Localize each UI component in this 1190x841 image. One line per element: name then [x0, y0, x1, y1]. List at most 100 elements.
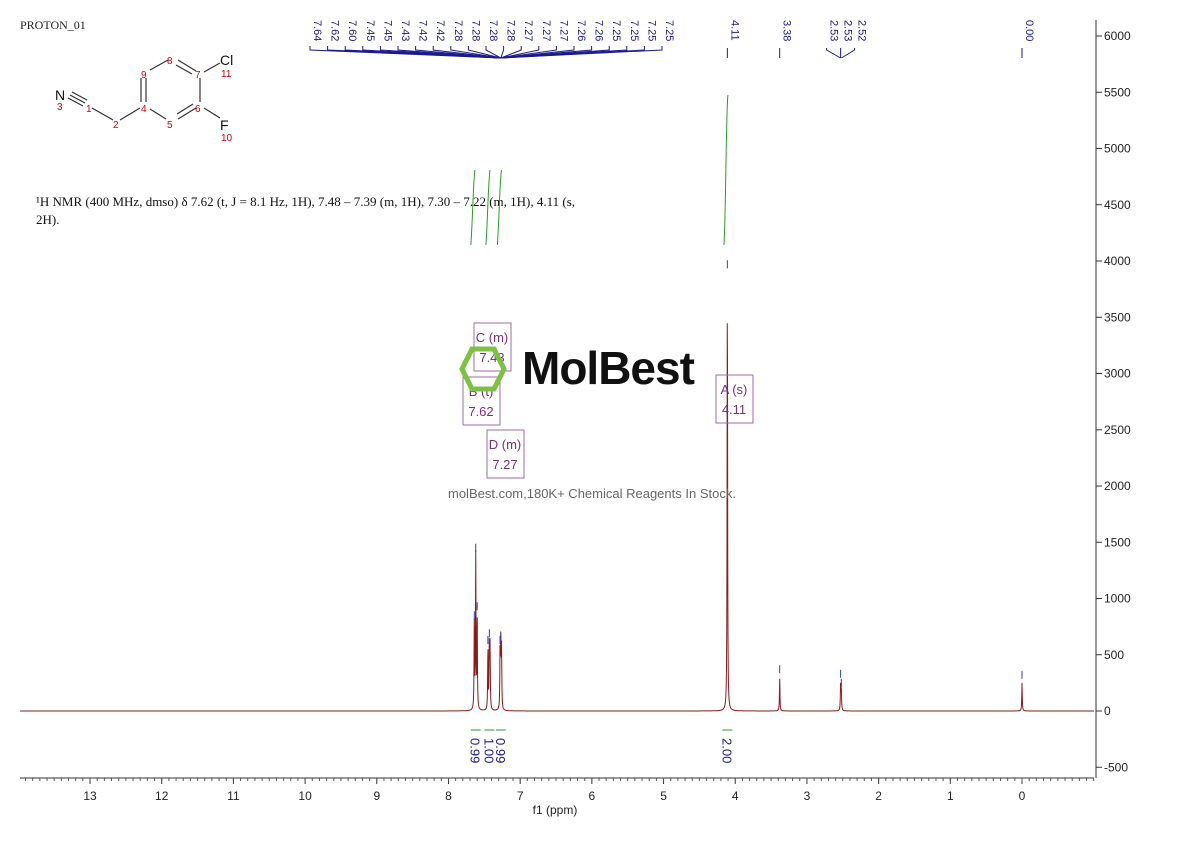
peak-label: 7.42	[417, 20, 429, 41]
multiplet-box	[715, 374, 754, 424]
svg-text:2: 2	[113, 120, 119, 131]
peak-label-leader	[397, 46, 501, 59]
peak-label-leader	[500, 46, 557, 59]
integral-curve	[485, 169, 491, 246]
peak-label: 2.53	[828, 20, 840, 41]
x-tick-label: 10	[298, 789, 312, 803]
peak-label: 7.60	[346, 20, 358, 41]
peak-label-leader	[485, 46, 502, 59]
multiplet-shift: 4.11	[722, 402, 746, 417]
molecule-structure: N 3 1 2 4 5 6 7 8 9 Cl 11 F 10	[55, 52, 233, 144]
peak-label: 7.28	[487, 20, 499, 41]
peak-label: 7.25	[645, 20, 657, 41]
svg-text:4: 4	[141, 104, 147, 115]
y-tick-label: 2500	[1104, 423, 1131, 437]
peak-label: 7.26	[575, 20, 587, 41]
peak-label: 7.27	[522, 20, 534, 41]
peak-label: 7.28	[469, 20, 481, 41]
x-tick-label: 9	[373, 789, 380, 803]
svg-text:F: F	[220, 117, 229, 133]
y-tick-label: 6000	[1104, 29, 1131, 43]
watermark-logo: MolBest	[522, 342, 695, 394]
x-tick-label: 7	[517, 789, 524, 803]
watermark-text: molBest.com,180K+ Chemical Reagents In S…	[448, 486, 736, 501]
integral-value: 2.00	[719, 738, 734, 763]
peak-label: 7.25	[610, 20, 622, 41]
svg-text:1: 1	[86, 104, 92, 115]
x-tick-label: 5	[660, 789, 667, 803]
x-axis-label: f1 (ppm)	[533, 803, 578, 817]
integral-curve	[496, 169, 502, 246]
multiplet-letter: C (m)	[476, 330, 509, 345]
peak-label: 7.42	[434, 20, 446, 41]
peak-label-leader	[500, 46, 575, 59]
y-tick-label: 3500	[1104, 310, 1131, 324]
x-tick-label: 12	[155, 789, 169, 803]
multiplet-shift: 7.62	[468, 404, 493, 419]
peak-label-leader	[841, 48, 856, 59]
x-tick-label: 8	[445, 789, 452, 803]
peak-label: 2.53	[842, 20, 854, 41]
peak-label-leader	[450, 46, 501, 59]
y-tick-label: 5000	[1104, 142, 1131, 156]
peak-label: 7.64	[311, 20, 323, 41]
x-tick-label: 4	[732, 789, 739, 803]
peak-label: 3.38	[781, 20, 793, 41]
multiplet-shift: 7.27	[492, 457, 517, 472]
y-tick-label: 1500	[1104, 535, 1131, 549]
peak-label: 7.27	[540, 20, 552, 41]
peak-label-leader	[500, 46, 663, 59]
y-tick-label: 2000	[1104, 479, 1131, 493]
integral-curve	[723, 94, 729, 246]
y-tick-label: 3000	[1104, 367, 1131, 381]
peak-label: 7.27	[557, 20, 569, 41]
watermark-hexagon-icon	[459, 346, 507, 392]
x-tick-label: 1	[947, 789, 954, 803]
peak-label: 7.28	[505, 20, 517, 41]
multiplet-letter: A (s)	[721, 382, 748, 397]
peak-label: 7.25	[628, 20, 640, 41]
peak-label: 4.11	[728, 20, 740, 41]
svg-text:6: 6	[195, 104, 201, 115]
svg-text:10: 10	[221, 133, 233, 144]
svg-text:7: 7	[195, 70, 201, 81]
multiplet-box	[486, 429, 525, 479]
peak-label-leader	[500, 46, 522, 59]
peak-label: 7.45	[381, 20, 393, 41]
svg-text:9: 9	[141, 70, 147, 81]
svg-text:Cl: Cl	[220, 52, 233, 68]
svg-text:8: 8	[167, 56, 173, 67]
integral-value: 0.99	[493, 738, 508, 763]
y-tick-label: 500	[1104, 648, 1124, 662]
x-tick-label: 3	[804, 789, 811, 803]
multiplet-box	[462, 376, 501, 426]
y-tick-label: 0	[1104, 704, 1111, 718]
peak-label: 7.26	[593, 20, 605, 41]
peak-label: 7.25	[663, 20, 675, 41]
y-tick-label: 4500	[1104, 198, 1131, 212]
peak-label-leader	[432, 46, 501, 59]
peak-label-leader	[415, 46, 501, 59]
peak-label: 7.45	[364, 20, 376, 41]
svg-text:N: N	[55, 87, 65, 103]
peak-label: 7.62	[329, 20, 341, 41]
peak-label-leader	[826, 48, 841, 59]
integral-value: 1.00	[481, 738, 496, 763]
svg-text:11: 11	[221, 69, 232, 80]
x-tick-label: 11	[227, 789, 240, 803]
peak-label-leader	[500, 46, 540, 59]
integral-curve	[470, 169, 476, 246]
svg-text:3: 3	[57, 102, 63, 113]
peak-label: 7.43	[399, 20, 411, 41]
chart-title: PROTON_01	[20, 18, 86, 32]
y-tick-label: 4000	[1104, 254, 1131, 268]
peak-label: 0.00	[1023, 20, 1035, 41]
x-tick-label: 2	[875, 789, 882, 803]
x-tick-label: 13	[83, 789, 97, 803]
x-tick-label: 0	[1019, 789, 1026, 803]
x-tick-label: 6	[589, 789, 596, 803]
integral-value: 0.99	[468, 738, 483, 763]
peak-label: 2.52	[856, 20, 868, 41]
